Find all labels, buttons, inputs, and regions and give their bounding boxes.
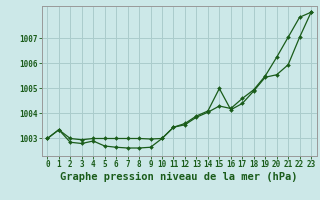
X-axis label: Graphe pression niveau de la mer (hPa): Graphe pression niveau de la mer (hPa) <box>60 172 298 182</box>
